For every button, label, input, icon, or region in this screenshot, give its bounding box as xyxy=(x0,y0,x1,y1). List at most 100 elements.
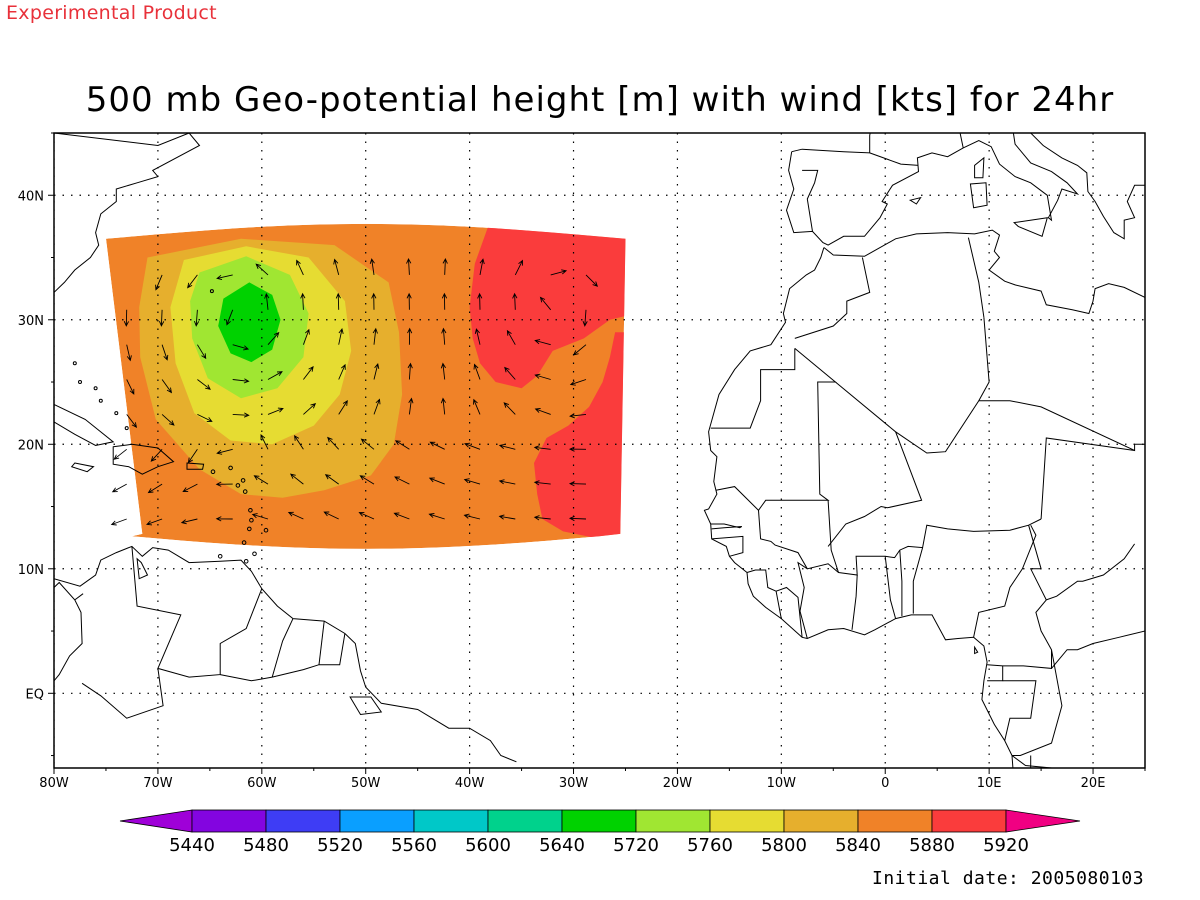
wind-arrow xyxy=(193,309,200,327)
nova-scotia-coast xyxy=(199,133,202,134)
mali-border xyxy=(827,500,839,573)
colorbar-swatch xyxy=(783,809,859,833)
wind-arrow xyxy=(534,408,551,415)
colorbar-left-arrow xyxy=(119,809,193,833)
island-10 xyxy=(235,483,241,488)
island-2 xyxy=(248,508,253,513)
colorbar-swatch xyxy=(561,809,637,833)
wind-arrow xyxy=(407,327,413,345)
x-tick-label: 30W xyxy=(559,776,589,791)
sicily-coast xyxy=(1012,217,1048,237)
wind-vectors xyxy=(110,257,599,526)
wind-arrow xyxy=(498,443,516,450)
island-0 xyxy=(240,478,246,483)
wind-arrow xyxy=(302,328,310,345)
wind-arrow xyxy=(428,513,445,520)
wind-arrow xyxy=(287,511,304,520)
puerto-rico-coast xyxy=(186,462,205,470)
bahamas-island-1 xyxy=(78,380,82,384)
y-tick-label: EQ xyxy=(26,687,44,702)
map-title: 500 mb Geo-potential height [m] with win… xyxy=(85,80,1115,120)
x-tick-label: 20W xyxy=(663,776,693,791)
wind-arrow xyxy=(324,474,339,485)
wind-arrow xyxy=(534,339,551,346)
wind-arrow xyxy=(215,516,233,522)
wind-arrow xyxy=(371,292,377,310)
wind-arrow xyxy=(533,445,551,451)
portugal-border xyxy=(802,169,819,232)
wind-arrow xyxy=(408,397,414,415)
wind-arrow xyxy=(463,513,481,520)
benin-nigeria-border xyxy=(912,547,924,614)
wind-arrow xyxy=(441,292,448,310)
venezuela-border xyxy=(131,546,263,678)
chad-car-border xyxy=(1028,525,1136,601)
wind-arrow xyxy=(440,397,446,415)
wind-arrow xyxy=(358,511,375,520)
suriname-border xyxy=(318,621,325,665)
wind-arrow xyxy=(187,449,198,464)
island-3 xyxy=(249,517,254,523)
wind-arrow xyxy=(512,292,518,310)
wind-arrow xyxy=(113,448,127,460)
wind-arrow xyxy=(187,274,198,289)
wind-arrow xyxy=(394,440,410,450)
maracaibo-coast xyxy=(136,557,149,580)
wind-arrow xyxy=(335,292,341,310)
colorbar-label: 5840 xyxy=(835,835,881,856)
wind-arrow xyxy=(479,258,485,275)
coastlines xyxy=(54,71,1145,768)
wind-arrow xyxy=(582,309,588,327)
wind-arrow xyxy=(550,269,568,276)
gambia-border xyxy=(710,523,743,530)
chad-niger-border xyxy=(1040,437,1135,520)
pacific-coast xyxy=(54,581,83,719)
bahamas-island-4 xyxy=(114,411,119,416)
cuba-coast xyxy=(54,403,115,447)
island-4 xyxy=(247,526,252,532)
colorbar-label: 5600 xyxy=(465,835,511,856)
colorbar-label: 5880 xyxy=(909,835,955,856)
map-frame xyxy=(53,132,1146,769)
island-1 xyxy=(242,489,248,494)
equatorial-guinea-border xyxy=(987,665,1004,682)
colorbar-right-arrow xyxy=(1005,809,1081,833)
x-tick-label: 10W xyxy=(767,776,797,791)
wind-arrow xyxy=(300,292,306,310)
newfoundland-coast xyxy=(272,71,338,108)
experimental-product-tag: Experimental Product xyxy=(6,2,217,24)
mallorca-coast xyxy=(908,196,922,205)
wind-arrow xyxy=(429,441,445,450)
x-tick-label: 40W xyxy=(455,776,485,791)
wind-arrow xyxy=(406,292,412,310)
wind-arrow xyxy=(267,371,283,380)
y-tick-label: 20N xyxy=(18,438,44,453)
axis-ticks: 80W 70W 60W 50W 40W 30W 20W 10W 0 10E 20E 40N 30N 20N… xyxy=(18,132,1146,791)
colorbar: 5440 5480 5520 5560 5600 5640 5720 5760 5800 5840… xyxy=(119,809,1081,856)
corsica-coast xyxy=(974,156,985,179)
wind-arrow xyxy=(147,483,163,494)
wind-arrow xyxy=(158,309,165,327)
wind-arrow xyxy=(373,398,381,415)
cameroon-south-border xyxy=(987,599,1052,669)
bahamas-island-6 xyxy=(209,289,214,294)
wind-arrow xyxy=(161,379,173,394)
wind-arrow xyxy=(253,475,269,485)
wind-arrow xyxy=(506,329,516,345)
hispaniola-coast xyxy=(112,443,175,475)
guinea-bissau-border xyxy=(711,535,744,557)
colorbar-label: 5640 xyxy=(539,835,585,856)
bahamas-island-3 xyxy=(98,398,103,403)
island-6 xyxy=(241,540,247,545)
wind-arrow xyxy=(393,512,410,520)
cote-divoire-ghana-border xyxy=(851,574,858,630)
wind-arrow xyxy=(182,483,198,492)
wind-arrow xyxy=(473,363,481,380)
wind-arrow xyxy=(373,362,380,380)
wind-arrow xyxy=(464,442,481,450)
wind-arrow xyxy=(503,402,516,415)
cote-divoire-west-border xyxy=(797,561,808,639)
wind-arrow xyxy=(498,514,516,520)
wind-arrow xyxy=(338,327,344,345)
colorbar-label: 5760 xyxy=(687,835,733,856)
